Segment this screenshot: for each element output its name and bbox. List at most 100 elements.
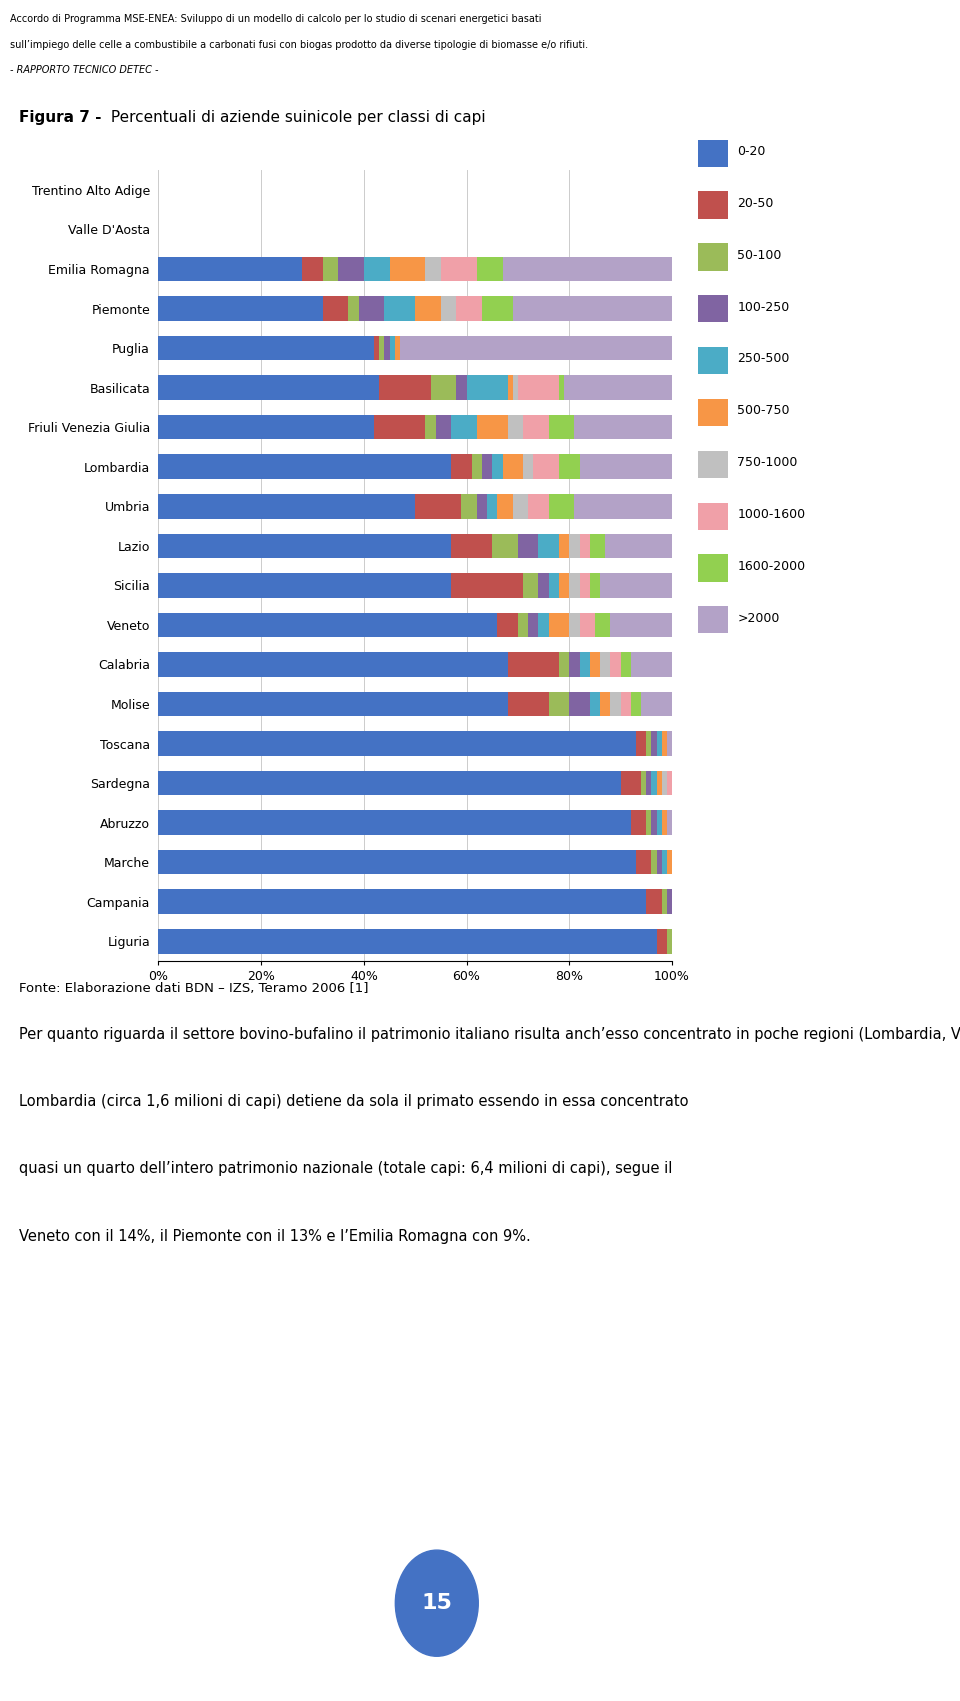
Bar: [518, 612, 528, 638]
Bar: [502, 257, 672, 281]
Bar: [158, 612, 497, 638]
Bar: [611, 692, 621, 716]
Text: >2000: >2000: [737, 612, 780, 624]
FancyBboxPatch shape: [698, 451, 729, 478]
Bar: [467, 376, 508, 400]
Bar: [667, 771, 672, 796]
Text: Accordo di Programma MSE-ENEA: Sviluppo di un modello di calcolo per lo studio d: Accordo di Programma MSE-ENEA: Sviluppo …: [10, 14, 541, 24]
Bar: [158, 296, 323, 321]
Bar: [158, 415, 374, 439]
Bar: [513, 493, 528, 519]
Bar: [508, 376, 513, 400]
Text: Veneto con il 14%, il Piemonte con il 13% e l’Emilia Romagna con 9%.: Veneto con il 14%, il Piemonte con il 13…: [19, 1228, 531, 1243]
Bar: [574, 493, 672, 519]
Bar: [667, 850, 672, 874]
Bar: [395, 335, 399, 361]
Bar: [158, 376, 379, 400]
Bar: [600, 692, 611, 716]
Bar: [559, 376, 564, 400]
Bar: [416, 296, 441, 321]
Bar: [158, 692, 508, 716]
FancyBboxPatch shape: [698, 398, 729, 425]
Bar: [425, 415, 436, 439]
Bar: [564, 376, 672, 400]
Bar: [323, 257, 338, 281]
Bar: [416, 493, 462, 519]
Bar: [652, 771, 657, 796]
Bar: [158, 493, 416, 519]
Bar: [456, 376, 467, 400]
Bar: [399, 335, 672, 361]
Bar: [657, 810, 661, 835]
Bar: [528, 612, 539, 638]
FancyBboxPatch shape: [698, 296, 729, 323]
Bar: [477, 415, 508, 439]
Text: sull’impiego delle celle a combustibile a carbonati fusi con biogas prodotto da : sull’impiego delle celle a combustibile …: [10, 39, 588, 49]
Bar: [657, 771, 661, 796]
Bar: [667, 810, 672, 835]
Bar: [641, 771, 646, 796]
Bar: [528, 493, 549, 519]
Bar: [390, 257, 425, 281]
Bar: [477, 257, 502, 281]
Bar: [523, 573, 539, 597]
Bar: [569, 651, 580, 677]
Bar: [477, 493, 487, 519]
Bar: [646, 810, 652, 835]
Bar: [549, 612, 569, 638]
Bar: [364, 257, 390, 281]
Bar: [539, 612, 549, 638]
Bar: [661, 810, 667, 835]
Bar: [559, 651, 569, 677]
Bar: [621, 651, 631, 677]
Bar: [436, 415, 451, 439]
Text: 100-250: 100-250: [737, 301, 790, 313]
Bar: [580, 454, 672, 480]
FancyBboxPatch shape: [698, 555, 729, 582]
Bar: [667, 890, 672, 913]
Bar: [431, 376, 456, 400]
Bar: [384, 335, 390, 361]
FancyBboxPatch shape: [698, 347, 729, 374]
Bar: [657, 731, 661, 755]
Bar: [492, 534, 518, 558]
Circle shape: [396, 1550, 478, 1657]
Bar: [508, 651, 559, 677]
Bar: [158, 257, 302, 281]
Bar: [462, 493, 477, 519]
Bar: [569, 573, 580, 597]
Bar: [657, 850, 661, 874]
Bar: [595, 612, 611, 638]
Bar: [580, 573, 589, 597]
Bar: [600, 573, 672, 597]
Bar: [471, 454, 482, 480]
Bar: [518, 376, 559, 400]
Bar: [487, 493, 497, 519]
Bar: [158, 573, 451, 597]
Bar: [497, 612, 518, 638]
Bar: [482, 296, 513, 321]
Bar: [605, 534, 672, 558]
Text: 500-750: 500-750: [737, 405, 790, 417]
Bar: [379, 335, 384, 361]
Text: 15: 15: [421, 1594, 452, 1613]
Bar: [569, 692, 589, 716]
Bar: [451, 573, 523, 597]
Bar: [158, 810, 631, 835]
FancyBboxPatch shape: [698, 139, 729, 167]
Bar: [559, 454, 580, 480]
Text: - RAPPORTO TECNICO DETEC -: - RAPPORTO TECNICO DETEC -: [10, 65, 158, 75]
Bar: [569, 534, 580, 558]
Bar: [451, 454, 471, 480]
Bar: [549, 415, 574, 439]
Bar: [652, 810, 657, 835]
Bar: [600, 651, 611, 677]
Bar: [456, 296, 482, 321]
Bar: [652, 850, 657, 874]
Bar: [451, 534, 492, 558]
Bar: [158, 731, 636, 755]
Bar: [390, 335, 395, 361]
Bar: [661, 850, 667, 874]
Bar: [523, 415, 549, 439]
Bar: [158, 454, 451, 480]
